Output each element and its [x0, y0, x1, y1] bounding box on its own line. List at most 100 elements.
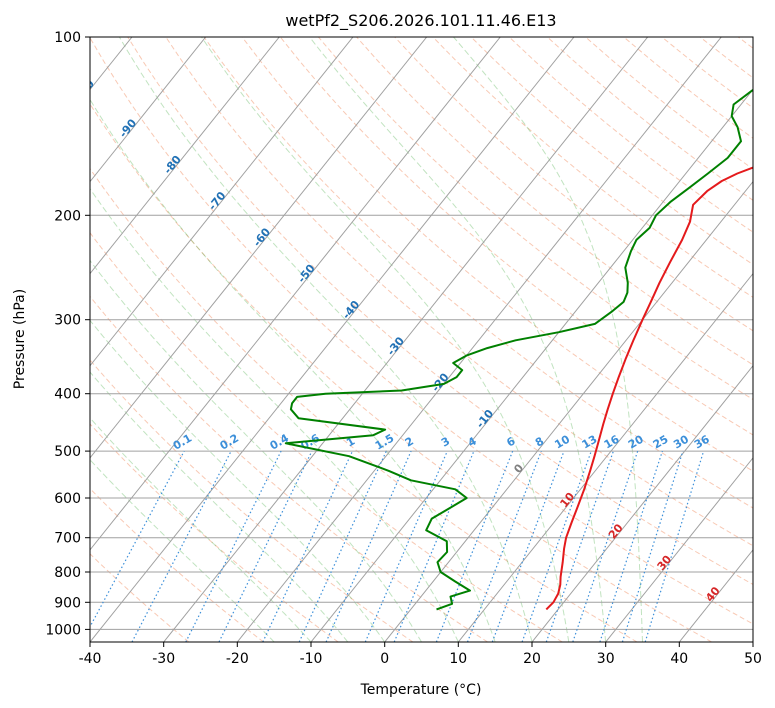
dry-adiabat-line — [90, 487, 264, 642]
isotherm-line — [531, 364, 753, 642]
y-axis: 100 200 300 400 500 600 700 800 900 1000 — [45, 30, 90, 638]
isotherm-line — [163, 37, 649, 642]
isotherm-label: -10 — [474, 407, 497, 431]
y-tick-label: 800 — [54, 565, 81, 581]
y-tick-label: 700 — [54, 531, 81, 547]
mixing-ratio-line — [90, 450, 185, 628]
isotherm-label: 10 — [558, 490, 578, 510]
x-tick-label: 40 — [670, 651, 688, 667]
y-tick-label: 200 — [54, 208, 81, 224]
x-tick-label: -40 — [79, 651, 102, 667]
moist-adiabat-line — [90, 98, 496, 642]
y-tick-label: 1000 — [45, 622, 81, 638]
mixing-ratio-label: 20 — [626, 432, 646, 451]
dry-adiabat-line — [90, 231, 563, 642]
isotherm-line — [90, 37, 354, 367]
x-axis: -40 -30 -20 -10 0 10 20 30 40 50 — [79, 642, 762, 667]
mixing-ratio-label: 30 — [671, 432, 691, 451]
dry-adiabat-line — [279, 37, 753, 436]
dry-adiabat-line — [90, 295, 488, 642]
x-tick-label: 30 — [597, 651, 615, 667]
moist-adiabat-line — [90, 371, 349, 642]
isotherm-label: -30 — [384, 334, 407, 358]
dry-adiabat-line — [241, 37, 753, 472]
mixing-ratio-line — [298, 450, 387, 642]
dry-adiabat-line — [737, 37, 753, 49]
isotherm-label: -60 — [251, 225, 274, 249]
x-tick-label: 50 — [744, 651, 762, 667]
mixing-ratio-line — [521, 450, 592, 642]
isotherm-line — [752, 641, 753, 642]
isotherm-line — [90, 37, 575, 642]
mixing-ratio-line — [364, 450, 448, 642]
y-tick-label: 300 — [54, 313, 81, 329]
mixing-ratio-label: 3 — [439, 435, 452, 450]
x-axis-label: Temperature (°C) — [360, 682, 482, 698]
x-tick-label: 10 — [449, 651, 467, 667]
mixing-ratio-line — [393, 450, 475, 642]
mixing-ratio-line — [466, 450, 542, 642]
dry-adiabat-line — [547, 37, 753, 201]
y-tick-label: 600 — [54, 491, 81, 507]
x-tick-label: -20 — [226, 651, 249, 667]
mixing-ratio-line — [644, 450, 705, 642]
mixing-ratio-label: 16 — [602, 432, 622, 451]
profile-lines — [284, 88, 753, 611]
dry-adiabat-line — [356, 37, 753, 366]
x-tick-label: -10 — [300, 651, 323, 667]
mixing-ratio-label: 25 — [651, 433, 671, 452]
y-tick-label: 400 — [54, 387, 81, 403]
dry-adiabat-line — [165, 37, 753, 547]
mixing-ratio-line — [545, 450, 614, 642]
background-lines — [0, 37, 753, 642]
moist-adiabat-line — [90, 259, 422, 642]
isotherm-label: -90 — [117, 116, 140, 140]
isotherm-line — [310, 88, 753, 642]
moist-adiabat-line — [453, 37, 643, 642]
moist-adiabat-line — [90, 187, 459, 642]
y-tick-label: 100 — [54, 30, 81, 46]
mixing-ratio-line — [621, 450, 684, 642]
isotherm-label: -40 — [340, 298, 363, 322]
dry-adiabat-line — [432, 37, 753, 298]
isotherm-label: -80 — [161, 153, 184, 177]
isotherm-label: 20 — [606, 521, 626, 541]
dry-adiabat-line — [90, 103, 712, 642]
dry-adiabat-line — [318, 37, 753, 401]
mixing-ratio-line — [218, 450, 313, 642]
mixing-ratio-line — [325, 450, 412, 642]
isotherm-line — [90, 37, 207, 183]
isotherm-line — [236, 37, 722, 642]
mixing-ratio-label: 6 — [504, 434, 517, 449]
dry-adiabat-line — [90, 167, 638, 642]
dry-adiabat-line — [508, 37, 753, 233]
mixing-ratio-line — [262, 450, 354, 642]
y-tick-label: 500 — [54, 444, 81, 460]
mixing-ratio-label: 4 — [466, 434, 479, 449]
mixing-ratio-line — [572, 450, 639, 642]
y-axis-label: Pressure (hPa) — [12, 289, 28, 389]
isotherm-line — [0, 37, 58, 642]
isotherm-line — [605, 457, 753, 642]
isotherm-line — [678, 549, 753, 642]
mixing-ratio-label: 10 — [552, 432, 572, 451]
moist-adiabat-line — [118, 37, 533, 642]
dry-adiabat-line — [585, 37, 753, 170]
moist-adiabat-line — [90, 459, 275, 642]
moist-adiabat-line — [201, 37, 570, 642]
isotherm-label: -70 — [206, 189, 229, 213]
isotherm-line — [457, 272, 753, 642]
temperature-profile-line — [545, 166, 753, 611]
x-tick-label: 20 — [523, 651, 541, 667]
mixing-ratio-label: 2 — [403, 435, 416, 450]
mixing-ratio-line — [599, 450, 663, 642]
plot-frame — [89, 36, 754, 643]
moist-adiabat-line — [90, 417, 312, 642]
dry-adiabat-line — [90, 553, 190, 642]
isotherm-label: 0 — [511, 461, 526, 475]
dry-adiabat-line — [394, 37, 753, 332]
dry-adiabat-line — [203, 37, 753, 509]
mixing-ratio-label: 0.4 — [268, 431, 292, 452]
dewpoint-profile-line — [284, 88, 753, 611]
